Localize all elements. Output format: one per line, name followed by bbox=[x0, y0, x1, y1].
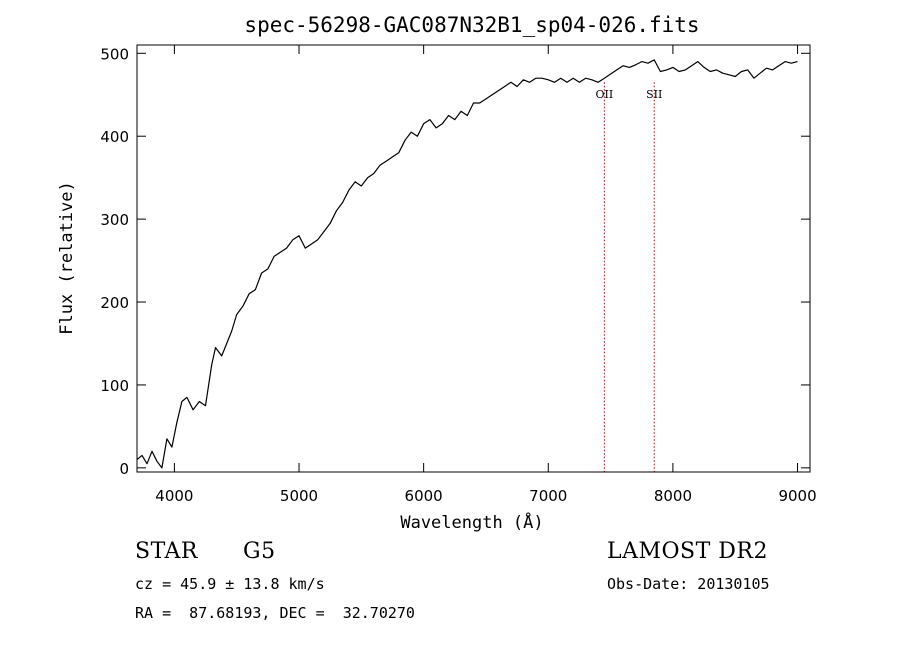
y-tick-label: 500 bbox=[100, 45, 129, 63]
y-tick-label: 100 bbox=[100, 377, 129, 395]
spectrum-series bbox=[136, 59, 798, 469]
spectrum-line bbox=[136, 59, 798, 469]
annotation-labels: OII SII bbox=[596, 88, 663, 101]
y-tick-label: 400 bbox=[100, 128, 129, 146]
annotation-label: OII bbox=[596, 88, 614, 101]
plot-frame bbox=[136, 44, 811, 473]
redshift-value: cz = 45.9 ± 13.8 km/s bbox=[135, 575, 325, 593]
y-tick-label: 0 bbox=[119, 460, 129, 478]
annotation-lines bbox=[603, 82, 655, 472]
y-tick-label: 200 bbox=[100, 294, 129, 312]
survey-name: LAMOST DR2 bbox=[607, 539, 768, 564]
x-tick-label: 4000 bbox=[155, 487, 193, 505]
x-tick-label: 8000 bbox=[654, 487, 692, 505]
x-axis-label: Wavelength (Å) bbox=[400, 511, 543, 533]
y-axis-label: Flux (relative) bbox=[57, 181, 77, 335]
y-tick-label: 300 bbox=[100, 211, 129, 229]
x-axis-ticks: 4000 5000 6000 7000 8000 9000 bbox=[155, 45, 817, 505]
object-subclass: G5 bbox=[243, 539, 276, 564]
x-tick-label: 5000 bbox=[280, 487, 318, 505]
chart-title: spec-56298-GAC087N32B1_sp04-026.fits bbox=[244, 13, 699, 37]
sky-coordinates: RA = 87.68193, DEC = 32.70270 bbox=[135, 604, 415, 622]
y-axis-ticks: 0 100 200 300 400 500 bbox=[100, 45, 810, 478]
object-class: STAR bbox=[135, 539, 198, 564]
x-tick-label: 6000 bbox=[405, 487, 443, 505]
annotation-label: SII bbox=[646, 88, 662, 101]
observation-date: Obs-Date: 20130105 bbox=[607, 575, 770, 593]
x-tick-label: 7000 bbox=[529, 487, 567, 505]
x-tick-label: 9000 bbox=[778, 487, 816, 505]
